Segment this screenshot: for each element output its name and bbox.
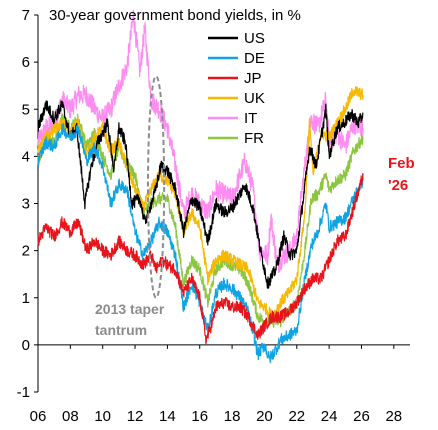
y-tick-label: 2 <box>22 243 30 260</box>
legend-label-us: US <box>244 30 265 47</box>
x-tick-label: 06 <box>30 408 47 425</box>
y-tick-label: 4 <box>22 148 30 165</box>
x-tick-label: 28 <box>385 408 402 425</box>
y-tick-label: -1 <box>17 384 30 401</box>
legend-label-it: IT <box>244 110 257 127</box>
series-lines <box>37 9 364 364</box>
annotation-taper-line2: tantrum <box>95 322 147 338</box>
annotation-taper-line1: 2013 taper <box>95 301 165 317</box>
legend-label-de: DE <box>244 50 265 67</box>
series-line-it <box>37 9 364 274</box>
x-tick-label: 16 <box>191 408 208 425</box>
taper-tantrum-highlight <box>146 75 166 299</box>
y-tick-label: 6 <box>22 54 30 71</box>
legend-label-jp: JP <box>244 70 262 87</box>
x-tick-label: 20 <box>256 408 273 425</box>
x-tick-label: 08 <box>62 408 79 425</box>
series-line-uk <box>37 85 364 323</box>
x-tick-label: 18 <box>224 408 241 425</box>
y-tick-label: 1 <box>22 290 30 307</box>
y-tick-label: 7 <box>22 7 30 24</box>
series-line-fr <box>37 113 364 328</box>
y-tick-label: 3 <box>22 196 30 213</box>
annotations: 2013 taper tantrum Feb '26 <box>95 155 415 338</box>
series-line-us <box>37 100 364 289</box>
x-tick-label: 26 <box>353 408 370 425</box>
x-tick-label: 10 <box>94 408 111 425</box>
legend-label-fr: FR <box>244 130 264 147</box>
taper-tantrum-ellipse <box>146 75 166 299</box>
x-tick-label: 12 <box>127 408 144 425</box>
chart-title: 30-year government bond yields, in % <box>49 7 301 24</box>
x-tick-label: 24 <box>321 408 338 425</box>
annotation-26: '26 <box>388 177 408 194</box>
annotation-feb: Feb <box>388 155 415 172</box>
y-tick-label: 0 <box>22 337 30 354</box>
legend-label-uk: UK <box>244 90 265 107</box>
legend: US DE JP UK IT FR <box>208 30 265 147</box>
y-tick-label: 5 <box>22 101 30 118</box>
x-tick-label: 14 <box>159 408 176 425</box>
series-line-jp <box>37 173 364 345</box>
x-tick-label: 22 <box>288 408 305 425</box>
